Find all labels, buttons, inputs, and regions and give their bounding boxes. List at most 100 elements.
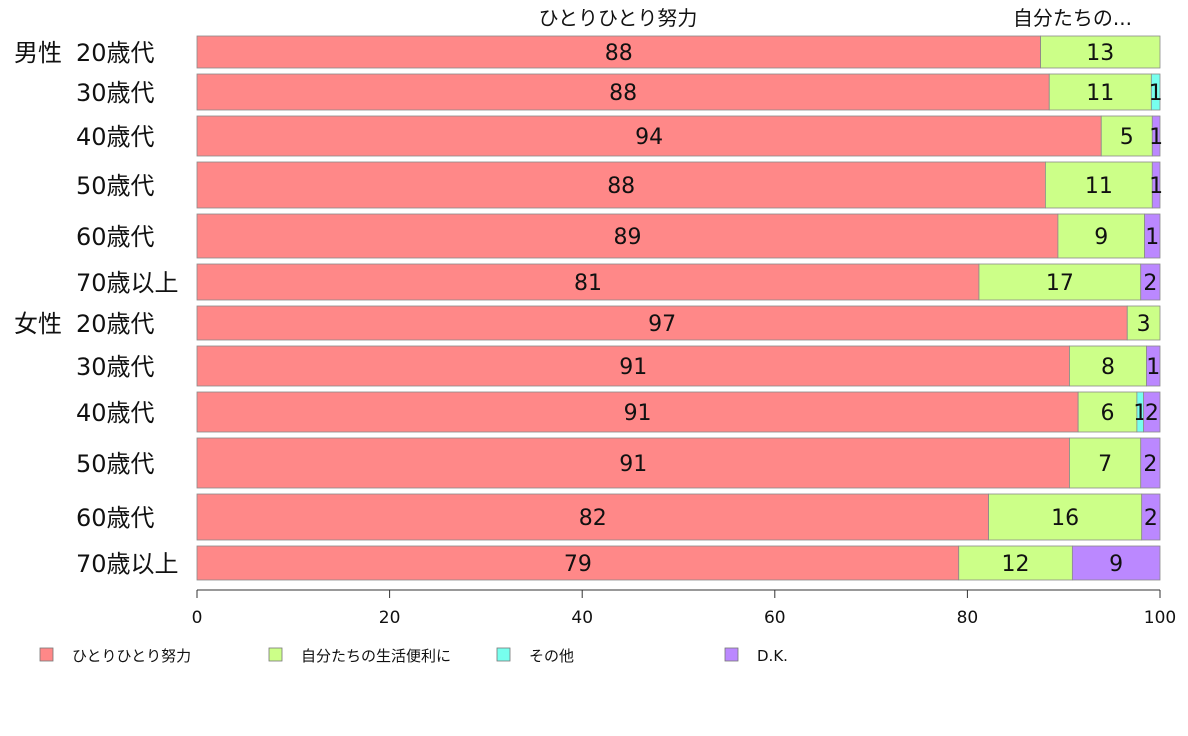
- x-tick-label: 80: [957, 608, 979, 628]
- bar-value-label: 88: [609, 81, 637, 106]
- bar-segment: [1144, 213, 1161, 259]
- group-label: 男性: [14, 39, 62, 67]
- bar-value-label: 6: [1101, 401, 1115, 426]
- bar-value-label: 97: [648, 312, 676, 337]
- category-label: 40歳代: [76, 399, 155, 427]
- bar-value-label: 1: [1145, 225, 1159, 250]
- legend: ひとりひとり努力 自分たちの生活便利に その他 D.K.: [39, 647, 788, 665]
- category-label: 20歳代: [76, 39, 155, 67]
- bar-value-label: 12: [1002, 552, 1030, 577]
- legend-swatch: [39, 647, 54, 662]
- column-header-second-series: 自分たちの...: [1013, 6, 1132, 30]
- category-label: 40歳代: [76, 123, 155, 151]
- bar-value-label: 82: [579, 506, 607, 531]
- bar-value-label: 1: [1146, 355, 1160, 380]
- bar-segment: [1140, 263, 1161, 301]
- legend-swatch: [268, 647, 283, 662]
- bar-segment: [1143, 391, 1161, 433]
- bar-segment: [196, 115, 1102, 157]
- x-axis: 0 20 40 60 80 100: [192, 589, 1176, 628]
- category-label: 20歳代: [76, 310, 155, 338]
- legend-entry-label: D.K.: [757, 647, 788, 665]
- bar-segment: [196, 493, 989, 541]
- bar-segment: [196, 161, 1046, 209]
- bar-value-label: 11: [1086, 81, 1114, 106]
- legend-swatch: [724, 647, 739, 662]
- bar-segment: [196, 545, 960, 581]
- bar-segment: [196, 73, 1050, 111]
- bar-value-label: 2: [1145, 401, 1159, 426]
- bar-value-label: 2: [1143, 452, 1157, 477]
- x-tick-label: 100: [1144, 608, 1176, 628]
- bar-segment: [196, 305, 1128, 341]
- x-tick-label: 0: [192, 608, 203, 628]
- category-label: 60歳代: [76, 504, 155, 532]
- bar-segment: [988, 493, 1143, 541]
- bar-value-label: 3: [1137, 312, 1151, 337]
- bar-segment: [196, 437, 1070, 489]
- bar-value-label: 89: [613, 225, 641, 250]
- bar-value-label: 79: [564, 552, 592, 577]
- bar-value-label: 1: [1149, 81, 1163, 106]
- bar-segment: [196, 213, 1059, 259]
- bar-value-label: 88: [605, 41, 633, 66]
- bar-value-label: 8: [1101, 355, 1115, 380]
- legend-entry-label: ひとりひとり努力: [72, 647, 191, 665]
- x-tick-label: 60: [764, 608, 786, 628]
- bar-value-label: 91: [624, 401, 652, 426]
- bar-segment: [1069, 437, 1142, 489]
- x-tick-label: 40: [571, 608, 593, 628]
- category-label: 50歳代: [76, 450, 155, 478]
- category-label: 70歳以上: [76, 269, 179, 297]
- category-label: 70歳以上: [76, 550, 179, 578]
- bar-segment: [1151, 115, 1161, 157]
- category-label: 50歳代: [76, 172, 155, 200]
- bar-segment: [196, 391, 1079, 433]
- bar-segment: [1048, 73, 1152, 111]
- bar-segment: [196, 35, 1041, 69]
- bar-value-label: 91: [619, 355, 647, 380]
- bar-value-label: 1: [1149, 174, 1163, 199]
- bar-segment: [196, 263, 980, 301]
- category-label: 60歳代: [76, 223, 155, 251]
- bar-value-label: 88: [607, 174, 635, 199]
- bar-segment: [1077, 391, 1138, 433]
- bar-segment: [978, 263, 1142, 301]
- legend-swatch: [496, 647, 511, 662]
- bar-segment: [1146, 345, 1161, 387]
- bar-value-label: 9: [1109, 552, 1123, 577]
- group-label: 女性: [14, 310, 62, 338]
- bar-value-label: 2: [1144, 506, 1158, 531]
- bar-value-label: 17: [1046, 271, 1074, 296]
- legend-entry-label: 自分たちの生活便利に: [301, 647, 451, 665]
- bar-segment: [1057, 213, 1145, 259]
- bar-segment: [1045, 161, 1153, 209]
- x-tick-label: 20: [379, 608, 401, 628]
- bar-segment: [958, 545, 1073, 581]
- bar-value-label: 2: [1143, 271, 1157, 296]
- bar-value-label: 81: [574, 271, 602, 296]
- bar-value-label: 5: [1120, 125, 1134, 150]
- bar-value-label: 7: [1098, 452, 1112, 477]
- bar-value-label: 94: [635, 125, 663, 150]
- bar-value-label: 91: [619, 452, 647, 477]
- bar-value-label: 13: [1086, 41, 1114, 66]
- bar-value-label: 9: [1094, 225, 1108, 250]
- bar-segment: [1040, 35, 1161, 69]
- category-label: 30歳代: [76, 79, 155, 107]
- category-label: 30歳代: [76, 353, 155, 381]
- bar-segment: [1150, 73, 1161, 111]
- bar-segment: [1151, 161, 1161, 209]
- bar-value-label: 11: [1085, 174, 1113, 199]
- legend-entry-label: その他: [529, 647, 574, 665]
- bar-value-label: 1: [1149, 125, 1163, 150]
- bar-segment: [1071, 545, 1161, 581]
- bar-segment: [1126, 305, 1161, 341]
- row-labels-layer: 20歳代 30歳代 40歳代 50歳代 60歳代 70歳以上 20歳代 30歳代 40歳代 50歳…: [14, 39, 179, 578]
- column-header-first-series: ひとりひとり努力: [539, 6, 698, 30]
- bar-segment: [1140, 437, 1161, 489]
- bar-segment: [1141, 493, 1161, 541]
- bar-value-label: 16: [1051, 506, 1079, 531]
